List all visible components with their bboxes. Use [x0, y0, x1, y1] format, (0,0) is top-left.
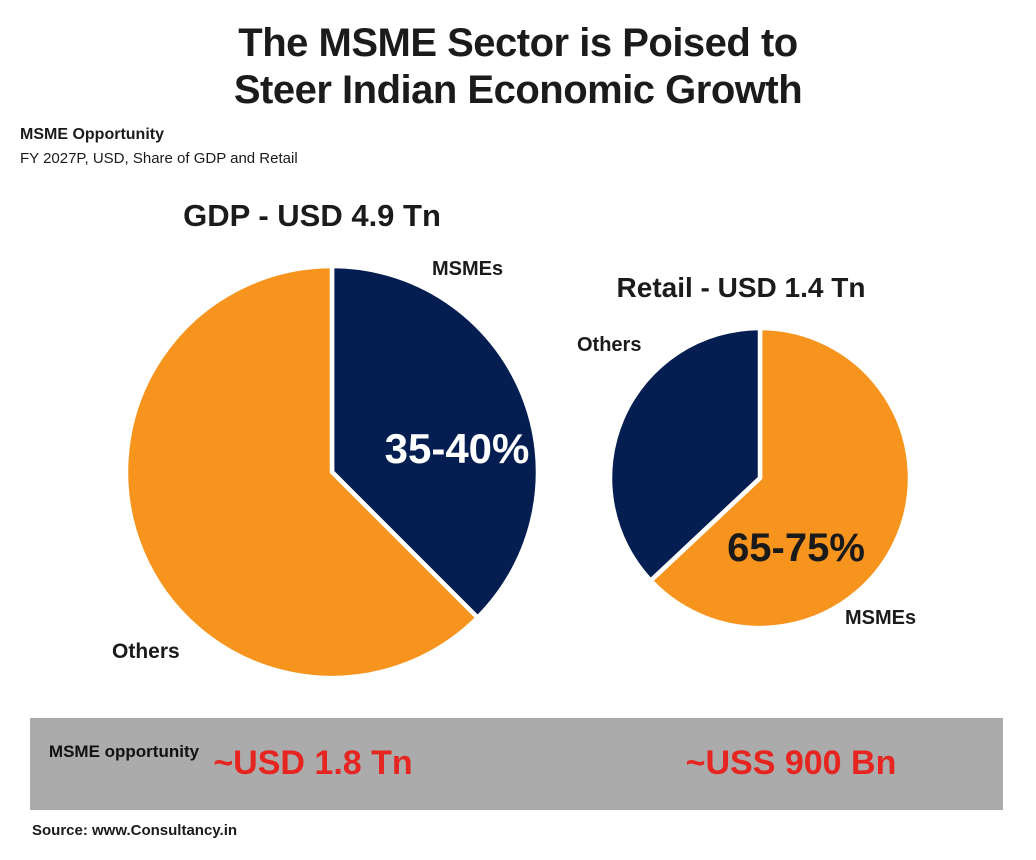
gdp-pie-title: GDP - USD 4.9 Tn — [183, 198, 441, 233]
opportunity-bar: MSME opportunity ~USD 1.8 Tn ~USS 900 Bn — [30, 718, 1003, 810]
retail-pie-chart — [607, 325, 913, 631]
pie-slice-retail-msmes — [648, 325, 913, 631]
retail-others-label: Others — [577, 334, 642, 356]
gdp-opportunity-value: ~USD 1.8 Tn — [213, 744, 413, 782]
gdp-pie-chart — [123, 263, 541, 681]
page-title-line1: The MSME Sector is Poised to — [238, 21, 798, 65]
gdp-others-label: Others — [112, 640, 180, 663]
page-title: The MSME Sector is Poised to Steer India… — [0, 20, 1036, 114]
pie-slice-gdp-msmes — [329, 263, 541, 620]
source-text: Source: www.Consultancy.in — [32, 822, 238, 839]
retail-msmes-label: MSMEs — [845, 607, 917, 629]
gdp-msmes-label: MSMEs — [432, 258, 504, 280]
gdp-msmes-share-value: 35-40% — [384, 425, 530, 472]
pie-slice-gdp-others — [123, 263, 480, 681]
page-title-line2: Steer Indian Economic Growth — [233, 68, 803, 113]
pie-slice-retail-others — [607, 325, 763, 583]
subtitle-heading: MSME Opportunity — [20, 126, 164, 143]
retail-msmes-share-value: 65-75% — [727, 526, 865, 570]
opportunity-bar-label: MSME opportunity — [48, 742, 200, 761]
subtitle-detail: FY 2027P, USD, Share of GDP and Retail — [20, 150, 298, 167]
retail-opportunity-value: ~USS 900 Bn — [685, 744, 897, 782]
retail-pie-title: Retail - USD 1.4 Tn — [616, 272, 866, 303]
